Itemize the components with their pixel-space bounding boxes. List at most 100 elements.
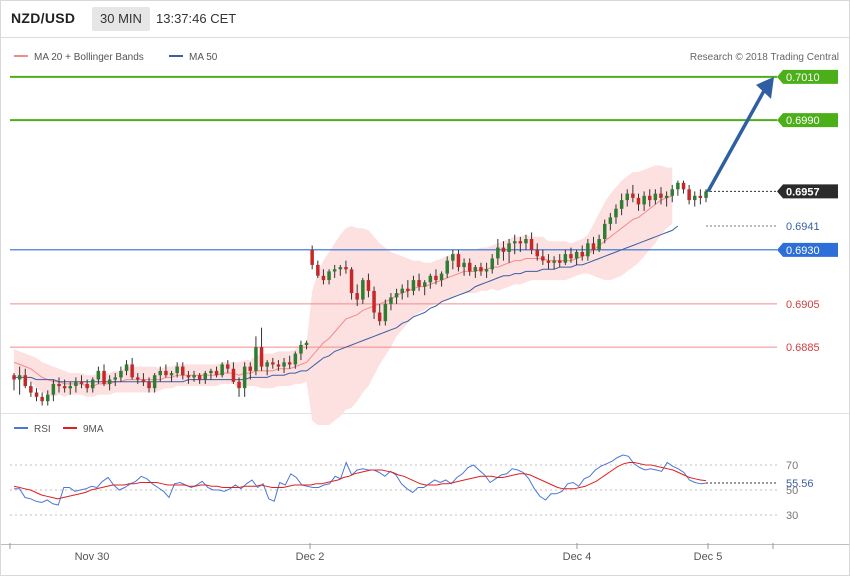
candle-body	[130, 364, 134, 378]
candle-body	[29, 386, 33, 393]
candle-body	[119, 370, 123, 378]
candle-body	[496, 247, 500, 259]
candle-body	[12, 375, 16, 380]
candle-body	[676, 182, 680, 190]
candle-body	[254, 347, 258, 371]
candle-body	[107, 379, 112, 384]
candle-body	[327, 271, 331, 280]
candle-body	[231, 368, 236, 382]
candle-body	[597, 239, 601, 250]
legend-rsi-ma: 9MA	[63, 424, 104, 435]
candle-body	[259, 347, 264, 367]
candle-body	[282, 362, 286, 367]
candle-body	[299, 345, 303, 354]
chart-header: NZD/USD 30 MIN 13:37:46 CET	[1, 1, 849, 38]
forecast-arrow-head	[756, 76, 774, 99]
candle-body	[85, 383, 89, 389]
candle-body	[659, 193, 663, 198]
candle-body	[338, 267, 343, 270]
candle-body	[147, 381, 151, 389]
candle-body	[321, 275, 326, 281]
candle-body	[34, 392, 39, 397]
rsi-level-label: 50	[786, 485, 798, 497]
price-tag-0.7010	[777, 69, 838, 84]
candle-body	[445, 260, 449, 274]
price-tag-0.6930	[777, 242, 838, 257]
candle-body	[164, 370, 168, 376]
candle-body	[158, 370, 162, 376]
rsi-level-label: 70	[786, 460, 798, 472]
rsi-ma-line	[13, 462, 707, 500]
panel-divider	[1, 413, 849, 414]
candle-body	[642, 195, 646, 205]
candle-body	[102, 370, 106, 384]
candle-body	[451, 254, 455, 261]
ma20-line	[13, 195, 673, 387]
candle-body	[681, 182, 686, 190]
candle-body	[242, 366, 247, 389]
candle-body	[136, 377, 140, 380]
candle-body	[175, 366, 179, 374]
candle-body	[580, 252, 584, 257]
candle-body	[46, 394, 50, 402]
candle-body	[434, 275, 438, 281]
ma50-line	[14, 225, 679, 383]
legend-ma50: MA 50	[169, 52, 217, 63]
rsi-level-label: 30	[786, 510, 798, 522]
time-tick-label: Dec 2	[296, 551, 325, 563]
candle-body	[383, 303, 388, 322]
candle-body	[693, 195, 697, 201]
legend-rsi: RSI	[14, 424, 51, 435]
rsi-line	[14, 454, 707, 506]
timeframe-button[interactable]: 30 MIN	[92, 7, 150, 31]
candle-body	[524, 239, 528, 244]
candle-body	[293, 353, 298, 365]
candle-body	[287, 362, 292, 365]
candle-body	[237, 381, 241, 389]
candle-body	[23, 375, 27, 386]
candle-body	[265, 362, 269, 367]
time-tick-label: Dec 4	[563, 551, 592, 563]
currency-pair: NZD/USD	[11, 10, 76, 26]
candle-body	[417, 280, 421, 287]
candle-body	[541, 256, 545, 261]
candle-body	[214, 370, 219, 376]
rsi-swatch	[14, 427, 28, 430]
time-tick-label: Dec 5	[694, 551, 723, 563]
candle-body	[203, 373, 207, 380]
candle-body	[248, 366, 252, 371]
candle-body	[591, 243, 596, 250]
candle-body	[62, 386, 67, 389]
candle-body	[423, 282, 427, 287]
candle-body	[687, 189, 691, 201]
ma20-swatch	[14, 55, 28, 58]
price-tag-label: 0.6990	[786, 115, 820, 127]
candle-body	[513, 241, 517, 244]
candle-body	[152, 375, 157, 389]
candle-body	[316, 264, 320, 276]
candle-body	[79, 381, 84, 384]
candle-body	[17, 375, 22, 380]
candle-body	[664, 195, 669, 198]
candle-body	[529, 239, 534, 250]
candle-body	[411, 280, 416, 291]
candle-body	[546, 260, 551, 263]
candle-body	[169, 373, 174, 376]
time-axis-line	[1, 544, 849, 545]
candle-body	[439, 273, 444, 281]
candle-body	[57, 383, 61, 387]
candle-body	[361, 280, 365, 300]
candle-body	[276, 364, 281, 367]
candle-body	[479, 267, 483, 272]
candle-body	[490, 258, 494, 270]
candle-body	[535, 249, 539, 257]
candle-body	[608, 217, 613, 224]
candle-body	[428, 275, 433, 283]
legend-ma50-label: MA 50	[189, 52, 218, 63]
candle-body	[586, 243, 590, 257]
candle-body	[462, 262, 466, 268]
candle-body	[220, 364, 224, 376]
ma50-swatch	[169, 55, 183, 58]
price-tag-label: 0.6885	[786, 342, 820, 354]
